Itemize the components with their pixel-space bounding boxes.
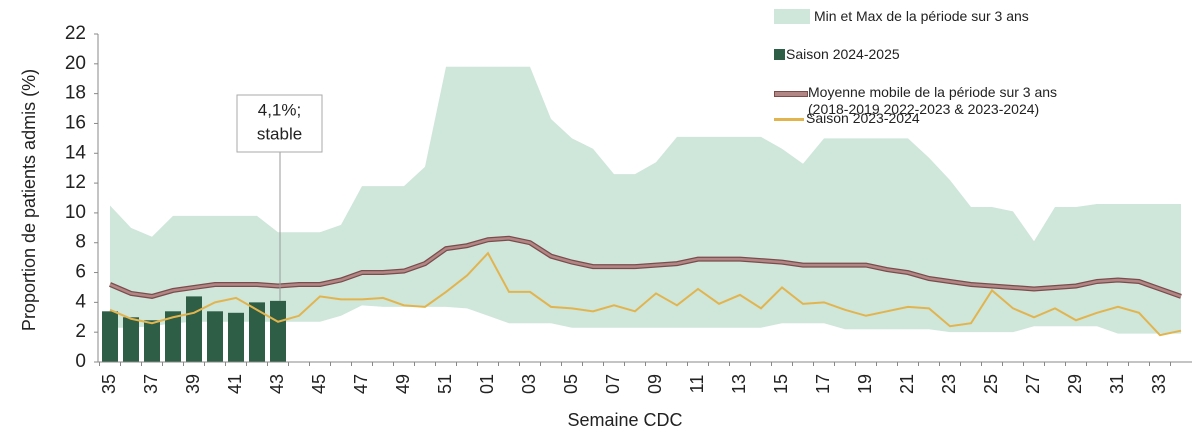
legend-item: Saison 2024-2025 — [774, 46, 1194, 84]
y-axis-label: Proportion de patients admis (%) — [19, 69, 39, 331]
y-tick-label: 16 — [65, 112, 86, 133]
bar — [207, 311, 223, 362]
y-tick-label: 22 — [65, 23, 86, 44]
y-tick-label: 4 — [75, 291, 86, 312]
y-tick-label: 6 — [75, 262, 86, 283]
x-tick-label: 23 — [939, 374, 959, 394]
x-tick-label: 01 — [477, 374, 497, 394]
x-tick-label: 09 — [645, 374, 665, 394]
legend: Min et Max de la période sur 3 ans Saiso… — [774, 8, 1194, 127]
x-tick-label: 07 — [603, 374, 623, 394]
x-tick-label: 41 — [225, 374, 245, 394]
x-tick-label: 31 — [1107, 374, 1127, 394]
legend-item: Min et Max de la période sur 3 ans — [774, 8, 1194, 46]
bar — [123, 317, 139, 362]
bar — [186, 296, 202, 362]
x-tick-label: 17 — [813, 374, 833, 394]
line — [109, 251, 1182, 337]
x-axis-label: Semaine CDC — [567, 410, 682, 430]
legend-swatch — [774, 91, 808, 97]
y-tick-label: 10 — [65, 202, 86, 223]
x-tick-label: 49 — [393, 374, 413, 394]
bar — [144, 320, 160, 362]
y-tick-label: 12 — [65, 172, 86, 193]
bar — [228, 312, 244, 362]
y-tick-label: 2 — [75, 321, 86, 342]
y-tick-label: 14 — [65, 142, 87, 163]
x-tick-label: 37 — [141, 374, 161, 394]
y-tick-label: 8 — [75, 232, 86, 253]
min-max-band — [110, 66, 1181, 334]
x-tick-label: 11 — [687, 375, 707, 394]
x-tick-label: 21 — [897, 374, 917, 394]
plot — [102, 66, 1182, 362]
line — [109, 236, 1182, 298]
annotation-text: stable — [257, 124, 302, 143]
legend-text: Moyenne mobile de la période sur 3 ans (… — [808, 84, 1058, 117]
x-tick-label: 43 — [267, 374, 287, 394]
x-tick-label: 27 — [1023, 374, 1043, 394]
x-tick-label: 15 — [771, 374, 791, 394]
x-tick-label: 33 — [1149, 374, 1169, 394]
x-tick-label: 05 — [561, 374, 581, 394]
x-tick-label: 35 — [99, 374, 119, 394]
y-tick-label: 18 — [65, 83, 86, 104]
y-tick-label: 0 — [75, 351, 86, 372]
legend-text: Saison 2023-2024 — [806, 110, 920, 126]
x-tick-label: 03 — [519, 374, 539, 394]
x-tick-label: 39 — [183, 374, 203, 394]
x-tick-label: 19 — [855, 374, 875, 394]
bar — [165, 311, 181, 362]
annotation-box — [236, 94, 323, 153]
x-tick-label: 29 — [1065, 374, 1085, 394]
legend-swatch — [774, 9, 810, 24]
legend-text: Saison 2024-2025 — [786, 46, 900, 62]
x-tick-label: 25 — [981, 374, 1001, 394]
legend-text: Min et Max de la période sur 3 ans — [814, 8, 1029, 24]
bar — [270, 300, 286, 362]
legend-item: Moyenne mobile de la période sur 3 ans (… — [774, 84, 1078, 118]
y-tick-label: 20 — [65, 53, 86, 74]
x-tick-label: 13 — [729, 374, 749, 394]
x-tick-label: 47 — [351, 374, 371, 394]
x-tick-label: 45 — [309, 374, 329, 394]
legend-swatch — [774, 49, 785, 60]
legend-line — [774, 117, 804, 121]
legend-item: Saison 2023-2024 — [774, 110, 1194, 127]
annotation-text: 4,1%; — [258, 100, 301, 119]
bar — [249, 302, 265, 362]
bar — [102, 311, 118, 362]
x-tick-label: 51 — [435, 374, 455, 394]
